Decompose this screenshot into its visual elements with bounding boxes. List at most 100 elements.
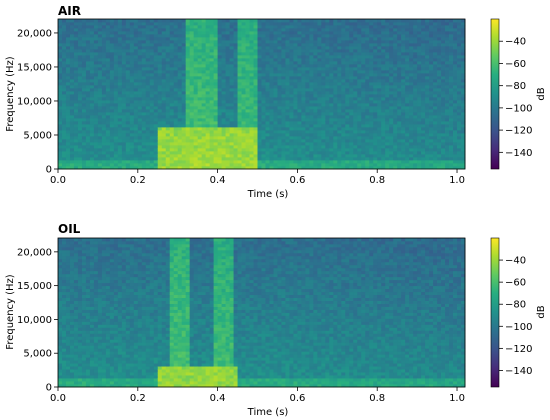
spectrogram-cell xyxy=(361,160,366,164)
spectrogram-cell xyxy=(449,136,454,140)
spectrogram-cell xyxy=(117,40,123,44)
spectrogram-cell xyxy=(105,37,111,41)
spectrogram-cell xyxy=(401,142,406,146)
spectrogram-cell xyxy=(61,46,67,50)
spectrogram-cell xyxy=(125,67,131,71)
spectrogram-cell xyxy=(297,76,302,80)
spectrogram-cell xyxy=(317,46,322,50)
spectrogram-cell xyxy=(161,37,167,41)
spectrogram-cell xyxy=(85,55,91,59)
spectrogram-cell xyxy=(93,55,99,59)
spectrogram-cell xyxy=(193,88,199,92)
spectrogram-cell xyxy=(333,76,338,80)
spectrogram-cell xyxy=(109,118,115,122)
spectrogram-cell xyxy=(381,52,386,56)
spectrogram-cell xyxy=(405,46,410,50)
spectrogram-cell xyxy=(321,43,326,47)
spectrogram-cell xyxy=(193,49,199,53)
spectrogram-cell xyxy=(217,121,222,125)
spectrogram-cell xyxy=(217,31,222,35)
spectrogram-cell xyxy=(329,139,334,143)
spectrogram-cell xyxy=(417,61,422,65)
spectrogram-cell xyxy=(85,145,91,149)
spectrogram-cell xyxy=(81,166,87,170)
spectrogram-cell xyxy=(181,154,187,158)
spectrogram-cell xyxy=(181,40,187,44)
spectrogram-cell xyxy=(309,136,314,140)
spectrogram-cell xyxy=(413,115,418,119)
spectrogram-cell xyxy=(65,64,71,68)
spectrogram-cell xyxy=(345,25,350,29)
spectrogram-cell xyxy=(397,151,402,155)
spectrogram-cell xyxy=(333,52,338,56)
spectrogram-cell xyxy=(437,94,442,98)
spectrogram-cell xyxy=(441,130,446,134)
spectrogram-cell xyxy=(205,163,211,167)
spectrogram-cell xyxy=(85,151,91,155)
spectrogram-cell xyxy=(197,76,203,80)
spectrogram-cell xyxy=(273,124,278,128)
spectrogram-cell xyxy=(185,28,191,32)
spectrogram-cell xyxy=(409,148,414,152)
spectrogram-cell xyxy=(137,148,143,152)
spectrogram-cell xyxy=(237,64,242,68)
spectrogram-cell xyxy=(297,103,302,107)
spectrogram-cell xyxy=(65,52,71,56)
spectrogram-cell xyxy=(213,154,219,158)
spectrogram-cell xyxy=(449,28,454,32)
spectrogram-cell xyxy=(58,25,63,29)
spectrogram-cell xyxy=(289,64,294,68)
spectrogram-cell xyxy=(349,139,354,143)
spectrogram-cell xyxy=(197,97,203,101)
spectrogram-cell xyxy=(429,154,434,158)
spectrogram-cell xyxy=(373,37,378,41)
spectrogram-cell xyxy=(281,157,286,161)
spectrogram-cell xyxy=(105,118,111,122)
spectrogram-cell xyxy=(437,34,442,38)
spectrogram-cell xyxy=(149,58,155,62)
spectrogram-cell xyxy=(361,130,366,134)
spectrogram-cell xyxy=(417,133,422,137)
spectrogram-cell xyxy=(293,97,298,101)
spectrogram-cell xyxy=(241,34,246,38)
spectrogram-cell xyxy=(117,88,123,92)
spectrogram-cell xyxy=(189,127,195,131)
spectrogram-cell xyxy=(201,160,207,164)
spectrogram-cell xyxy=(249,28,254,32)
spectrogram-cell xyxy=(341,100,346,104)
spectrogram-cell xyxy=(233,145,238,149)
spectrogram-cell xyxy=(233,106,238,110)
spectrogram-cell xyxy=(153,163,159,167)
spectrogram-cell xyxy=(69,61,75,65)
spectrogram-cell xyxy=(77,145,83,149)
spectrogram-cell xyxy=(445,124,450,128)
spectrogram-cell xyxy=(133,124,139,128)
spectrogram-cell xyxy=(245,88,250,92)
spectrogram-cell xyxy=(413,151,418,155)
spectrogram-cell xyxy=(133,76,139,80)
spectrogram-cell xyxy=(93,25,99,29)
spectrogram-cell xyxy=(117,130,123,134)
spectrogram-cell xyxy=(437,49,442,53)
spectrogram-cell xyxy=(313,109,318,113)
spectrogram-cell xyxy=(133,37,139,41)
spectrogram-cell xyxy=(365,118,370,122)
spectrogram-cell xyxy=(341,103,346,107)
spectrogram-cell xyxy=(237,40,242,44)
spectrogram-cell xyxy=(409,64,414,68)
spectrogram-cell xyxy=(309,49,314,53)
spectrogram-cell xyxy=(393,37,398,41)
spectrogram-cell xyxy=(157,64,163,68)
spectrogram-cell xyxy=(309,88,314,92)
spectrogram-cell xyxy=(85,115,91,119)
spectrogram-cell xyxy=(241,22,246,26)
spectrogram-cell xyxy=(345,46,350,50)
spectrogram-cell xyxy=(81,106,87,110)
spectrogram-cell xyxy=(61,70,67,74)
spectrogram-cell xyxy=(197,25,203,29)
spectrogram-cell xyxy=(441,151,446,155)
spectrogram-cell xyxy=(97,130,103,134)
spectrogram-cell xyxy=(361,148,366,152)
spectrogram-cell xyxy=(129,163,135,167)
spectrogram-cell xyxy=(97,121,103,125)
